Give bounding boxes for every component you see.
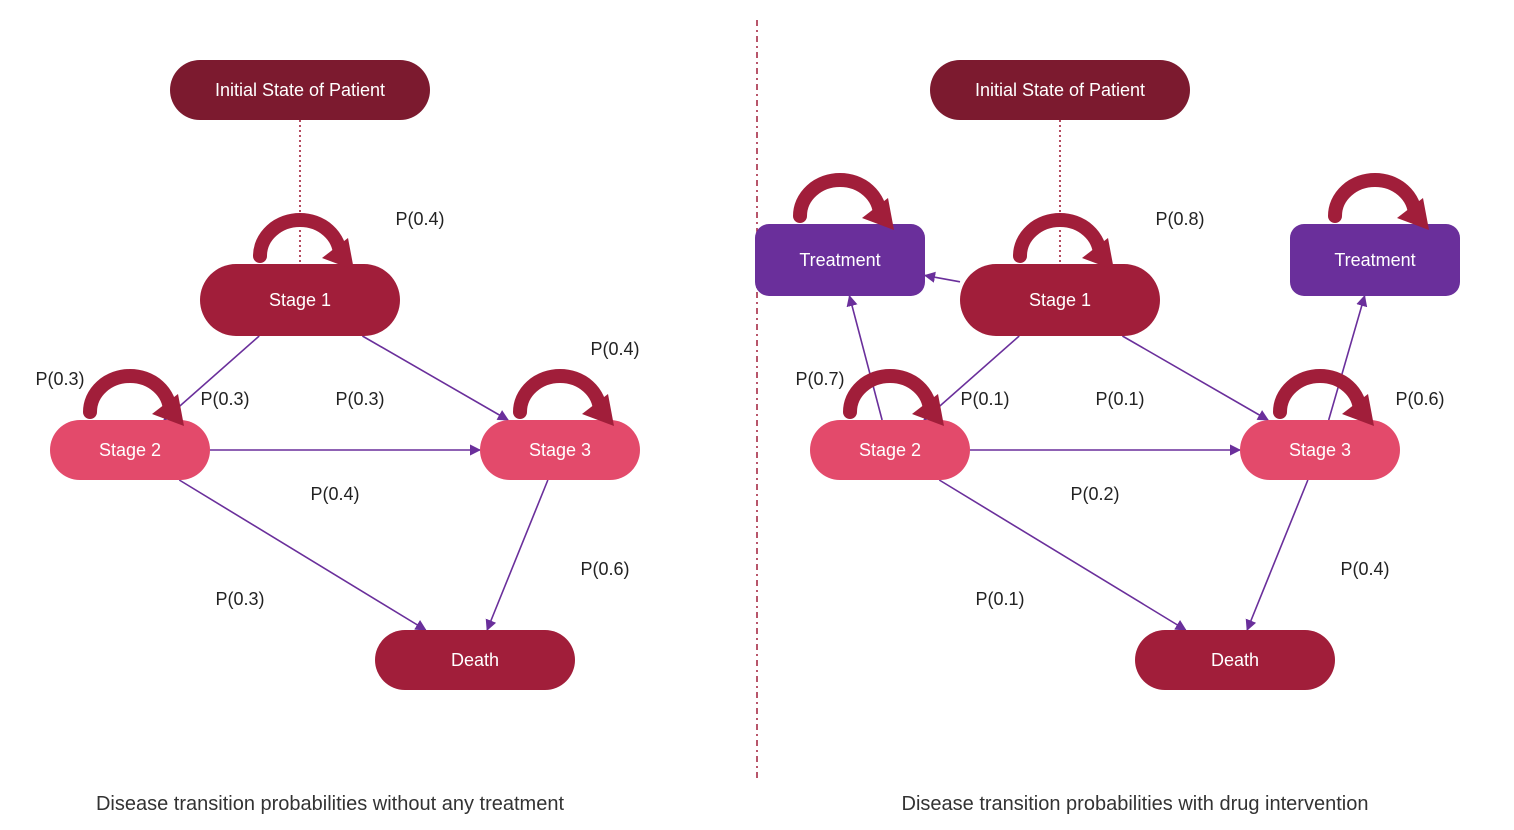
- self-loop-label: P(0.4): [395, 209, 444, 229]
- edge-label: P(0.4): [310, 484, 359, 504]
- self-loop: P(0.4): [260, 209, 445, 270]
- edge-label: P(0.3): [215, 589, 264, 609]
- node-stage-2: Stage 2: [810, 420, 970, 480]
- diagram-canvas: P(0.3) P(0.3) P(0.4) P(0.3) P(0.6) Initial St…: [0, 0, 1514, 830]
- node-label: Stage 2: [859, 440, 921, 460]
- panel-caption: Disease transition probabilities with dr…: [902, 793, 1369, 815]
- node-stage-1: Stage 1: [960, 264, 1160, 336]
- node-label: Treatment: [799, 250, 880, 270]
- node-initial-state-of-patient: Initial State of Patient: [170, 60, 430, 120]
- node-death: Death: [375, 630, 575, 690]
- node-label: Treatment: [1334, 250, 1415, 270]
- self-loop-label: P(0.6): [1395, 389, 1444, 409]
- edge-label: P(0.1): [960, 389, 1009, 409]
- self-loop: P(0.3): [35, 369, 184, 426]
- node-initial-state-of-patient: Initial State of Patient: [930, 60, 1190, 120]
- node-stage-1: Stage 1: [200, 264, 400, 336]
- node-label: Initial State of Patient: [975, 80, 1145, 100]
- edge: [1247, 480, 1308, 630]
- node-label: Stage 2: [99, 440, 161, 460]
- node-label: Stage 1: [1029, 290, 1091, 310]
- edge-label: P(0.1): [1095, 389, 1144, 409]
- self-loop: P(0.6): [1280, 376, 1445, 426]
- self-loop: [800, 180, 894, 230]
- node-label: Stage 3: [529, 440, 591, 460]
- edge-label: P(0.3): [200, 389, 249, 409]
- node-death: Death: [1135, 630, 1335, 690]
- self-loop-label: P(0.7): [795, 369, 844, 389]
- self-loop: P(0.8): [1020, 209, 1205, 270]
- edge: [487, 480, 548, 630]
- node-stage-3: Stage 3: [1240, 420, 1400, 480]
- node-stage-2: Stage 2: [50, 420, 210, 480]
- self-loop: P(0.7): [795, 369, 944, 426]
- edge-label: P(0.6): [580, 559, 629, 579]
- node-label: Death: [1211, 650, 1259, 670]
- node-label: Death: [451, 650, 499, 670]
- panel-caption: Disease transition probabilities without…: [96, 793, 564, 815]
- edge: [925, 275, 960, 281]
- self-loop: P(0.4): [520, 339, 640, 426]
- edge-label: P(0.4): [1340, 559, 1389, 579]
- self-loop-label: P(0.3): [35, 369, 84, 389]
- node-label: Stage 3: [1289, 440, 1351, 460]
- node-label: Stage 1: [269, 290, 331, 310]
- edge-label: P(0.1): [975, 589, 1024, 609]
- edge-label: P(0.2): [1070, 484, 1119, 504]
- node-label: Initial State of Patient: [215, 80, 385, 100]
- self-loop: [1335, 180, 1429, 230]
- edge-label: P(0.3): [335, 389, 384, 409]
- self-loop-label: P(0.8): [1155, 209, 1204, 229]
- node-stage-3: Stage 3: [480, 420, 640, 480]
- node-treatment: Treatment: [1290, 224, 1460, 296]
- self-loop-label: P(0.4): [590, 339, 639, 359]
- node-treatment: Treatment: [755, 224, 925, 296]
